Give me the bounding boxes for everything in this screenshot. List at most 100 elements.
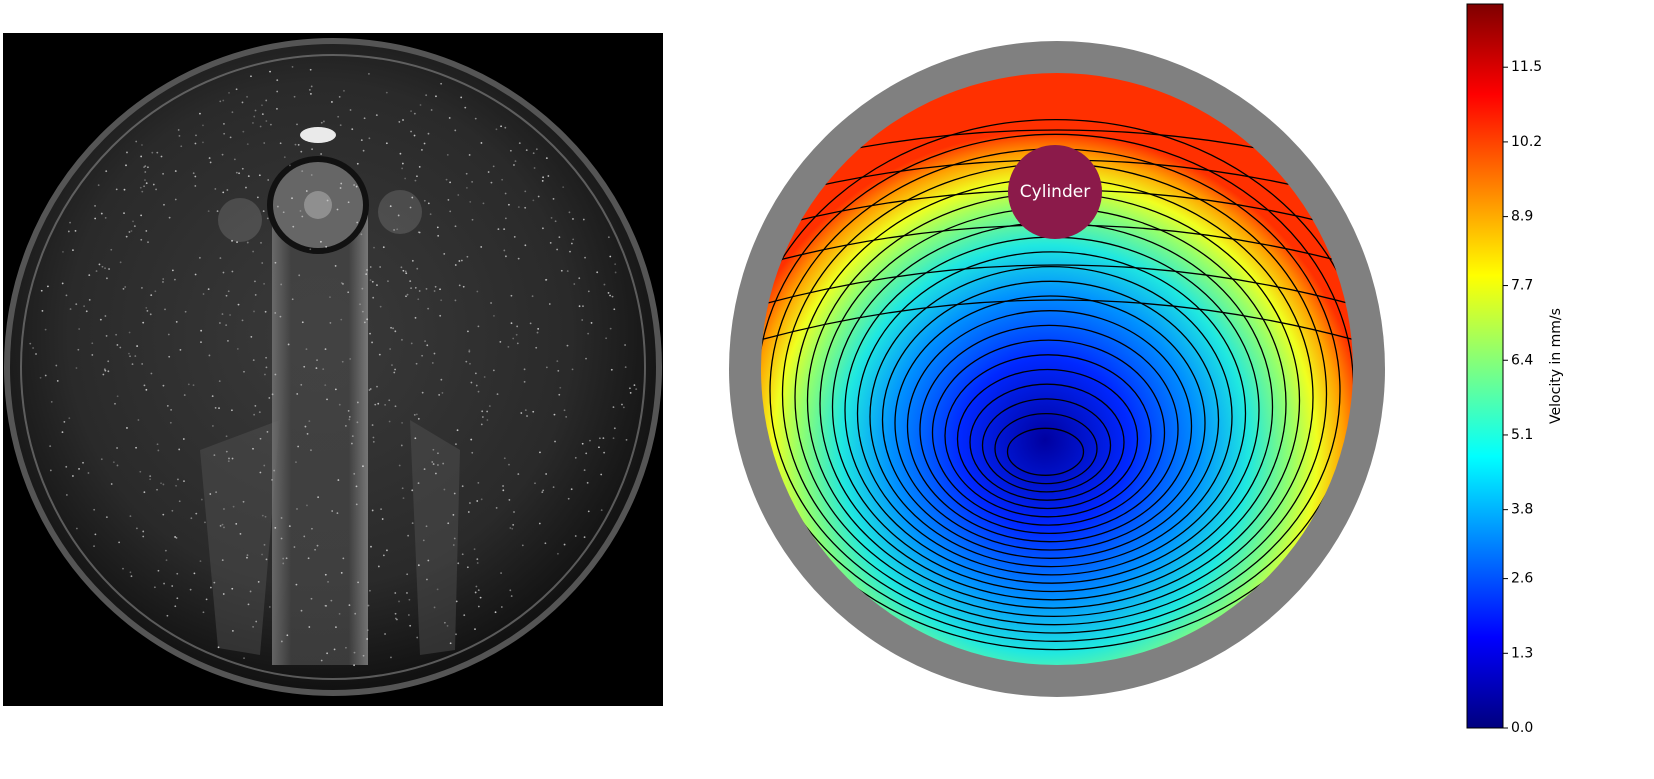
speck [237, 303, 240, 306]
speck [501, 178, 504, 181]
speck [409, 206, 412, 209]
speck [425, 525, 428, 528]
speck [286, 634, 289, 637]
speck [369, 279, 372, 282]
speck [479, 596, 482, 599]
speck [334, 265, 337, 267]
speck [136, 527, 138, 530]
speck [433, 352, 436, 355]
speck [436, 226, 439, 229]
speck [231, 111, 234, 114]
speck [460, 96, 463, 99]
speck [388, 399, 391, 402]
speck [311, 148, 313, 151]
speck [299, 210, 302, 212]
speck [205, 598, 208, 601]
speck [552, 486, 555, 489]
speck [247, 603, 250, 606]
speck [356, 162, 359, 165]
speck [330, 599, 333, 602]
speck [345, 646, 347, 649]
speck [429, 213, 432, 216]
speck [265, 558, 268, 561]
speck [456, 429, 459, 432]
speck [578, 305, 581, 308]
speck [457, 194, 460, 196]
speck [227, 340, 229, 342]
speck [469, 200, 472, 203]
speck [178, 448, 181, 451]
speck [72, 475, 74, 477]
speck [510, 322, 513, 325]
speck [141, 287, 143, 289]
colorbar-tick-label: 5.1 [1511, 427, 1533, 443]
speck [162, 172, 164, 175]
speck [128, 352, 130, 355]
speck [225, 324, 228, 327]
speck [449, 210, 452, 213]
speck [252, 625, 254, 628]
speck [221, 559, 224, 562]
speck [116, 447, 118, 449]
speck [174, 536, 177, 538]
speck [126, 151, 128, 154]
speck [480, 498, 483, 501]
speck [295, 583, 298, 586]
speck [87, 472, 90, 474]
speck [401, 167, 404, 170]
speck [492, 369, 495, 372]
speck [177, 478, 179, 481]
speck [166, 404, 169, 407]
speck [128, 331, 131, 334]
speck [353, 664, 355, 667]
speck [609, 327, 612, 330]
speck [363, 117, 366, 120]
speck [517, 473, 520, 475]
speck [375, 114, 378, 117]
speck [431, 461, 434, 463]
speck [607, 292, 610, 294]
speck [179, 348, 182, 351]
speck [398, 600, 400, 603]
speck [387, 280, 389, 283]
speck [202, 124, 204, 127]
speck [259, 471, 262, 474]
speck [171, 509, 174, 512]
speck [243, 657, 245, 660]
speck [505, 255, 507, 258]
speck [317, 496, 320, 499]
speck [349, 358, 352, 360]
speck [582, 218, 585, 221]
speck [565, 415, 568, 418]
speck [369, 332, 371, 335]
speck [394, 612, 397, 615]
speck [590, 322, 593, 324]
speck [541, 179, 544, 182]
speck [246, 554, 249, 557]
speck [458, 260, 461, 262]
speck [406, 293, 409, 296]
speck [610, 368, 613, 371]
speck [336, 512, 339, 515]
speck [166, 614, 169, 617]
speck [241, 101, 244, 104]
speck [129, 571, 132, 574]
speck [145, 306, 148, 309]
speck [513, 164, 515, 166]
speck [529, 322, 532, 325]
speck [340, 182, 343, 185]
speck [259, 437, 262, 440]
speck [407, 614, 410, 616]
speck [208, 157, 211, 159]
speck [216, 210, 219, 213]
speck [341, 360, 344, 363]
speck [545, 473, 548, 475]
speck [130, 230, 133, 232]
speck [143, 185, 145, 188]
speck [547, 175, 550, 177]
speck [503, 249, 506, 252]
speck [194, 142, 197, 145]
speck [396, 618, 398, 621]
speck [426, 578, 428, 581]
speck [558, 236, 561, 239]
